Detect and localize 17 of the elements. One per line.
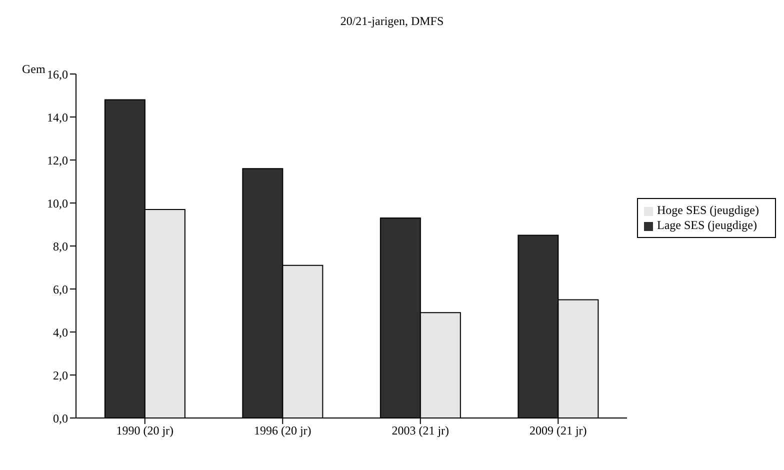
x-tick-label: 1996 (20 jr) [254, 424, 312, 438]
y-tick-label: 16,0 [47, 67, 68, 82]
chart-title: 20/21-jarigen, DMFS [339, 13, 445, 30]
y-tick-label: 8,0 [53, 239, 68, 254]
y-tick-label: 4,0 [53, 325, 68, 340]
x-tick-label: 2009 (21 jr) [529, 424, 587, 438]
y-tick-label: 14,0 [47, 110, 68, 124]
x-tick-label: 1990 (20 jr) [116, 424, 174, 438]
y-tick-label: 12,0 [47, 153, 68, 168]
y-tick-label: 0,0 [53, 411, 68, 426]
legend-label: Hoge SES (jeugdige) [657, 203, 759, 217]
y-tick-label: 2,0 [53, 368, 68, 382]
legend-label: Lage SES (jeugdige) [657, 218, 757, 232]
y-tick-label: 6,0 [53, 282, 68, 296]
x-tick-label: 2003 (21 jr) [392, 424, 450, 438]
y-axis-title: Gem [22, 62, 46, 77]
y-tick-label: 10,0 [47, 196, 68, 210]
